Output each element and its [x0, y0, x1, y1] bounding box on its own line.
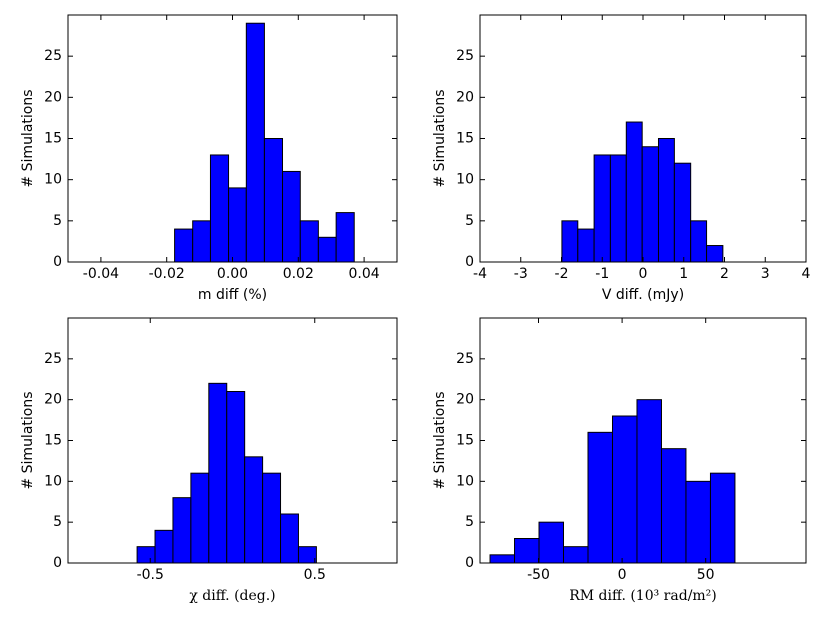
y-tick-label: 20 — [456, 89, 474, 105]
bar — [262, 472, 282, 564]
bar — [538, 521, 565, 564]
y-axis-label: # Simulations — [20, 391, 36, 489]
x-tick-label: 0.5 — [304, 567, 326, 583]
bar — [208, 382, 228, 564]
x-tick-label: -1 — [595, 266, 609, 282]
y-axis-label: # Simulations — [432, 391, 448, 489]
x-axis-label: V diff. (mJy) — [602, 287, 684, 303]
y-tick-label: 25 — [44, 48, 62, 64]
y-tick-label: 0 — [465, 555, 474, 571]
bar — [563, 546, 589, 564]
bar — [335, 212, 355, 263]
bar — [706, 245, 724, 263]
bar — [209, 154, 230, 263]
bar — [282, 170, 301, 263]
x-tick-label: 4 — [802, 266, 811, 282]
y-tick-label: 0 — [465, 254, 474, 270]
y-tick-label: 20 — [44, 392, 62, 408]
bar — [263, 138, 284, 263]
bar — [280, 513, 299, 564]
y-tick-label: 15 — [456, 433, 474, 449]
y-tick-label: 0 — [53, 555, 62, 571]
bar — [685, 480, 711, 564]
x-tick-label: -0.02 — [149, 266, 185, 282]
y-tick-label: 15 — [456, 131, 474, 147]
y-tick-label: 10 — [44, 473, 62, 489]
y-tick-label: 10 — [44, 172, 62, 188]
x-tick-label: -0.04 — [83, 266, 119, 282]
y-tick-label: 5 — [53, 514, 62, 530]
bar — [228, 187, 247, 263]
x-axis-label: χ diff. (deg.) — [189, 588, 275, 604]
x-tick-label: 0.02 — [283, 266, 314, 282]
bar — [561, 220, 579, 263]
x-axis-label: RM diff. (10³ rad/m²) — [569, 588, 717, 604]
x-tick-label: 0.00 — [217, 266, 248, 282]
x-tick-label: -3 — [514, 266, 528, 282]
bar — [190, 472, 210, 564]
bar — [609, 154, 627, 263]
x-tick-label: 1 — [679, 266, 688, 282]
x-tick-label: -0.5 — [137, 567, 164, 583]
bar — [673, 162, 692, 263]
x-axis-label: m diff (%) — [198, 287, 267, 303]
y-tick-label: 25 — [44, 351, 62, 367]
x-tick-label: 2 — [720, 266, 729, 282]
bar — [192, 220, 211, 263]
x-tick-label: 0.04 — [349, 266, 380, 282]
y-tick-label: 20 — [456, 392, 474, 408]
x-tick-label: 3 — [761, 266, 770, 282]
y-tick-label: 10 — [456, 473, 474, 489]
bar — [587, 431, 613, 564]
x-tick-label: -2 — [555, 266, 569, 282]
bar — [611, 415, 638, 564]
bar — [641, 146, 659, 263]
bar — [245, 22, 265, 263]
y-axis-label: # Simulations — [432, 89, 448, 187]
bar — [577, 228, 595, 263]
bar — [690, 220, 708, 263]
bar — [154, 529, 174, 564]
y-tick-label: 25 — [456, 351, 474, 367]
bar — [593, 154, 611, 263]
bar — [317, 236, 337, 263]
bar — [297, 546, 317, 564]
y-tick-label: 5 — [465, 213, 474, 229]
bar — [174, 228, 194, 263]
y-axis-label: # Simulations — [20, 89, 36, 187]
y-tick-label: 5 — [53, 213, 62, 229]
bar — [657, 138, 675, 263]
bar — [660, 448, 687, 564]
y-tick-label: 0 — [53, 254, 62, 270]
x-tick-label: 0 — [618, 567, 627, 583]
bar — [244, 456, 264, 564]
bar — [636, 399, 662, 564]
bar — [136, 546, 156, 564]
bar — [172, 497, 192, 564]
y-tick-label: 5 — [465, 514, 474, 530]
bar — [489, 554, 516, 564]
y-tick-label: 25 — [456, 48, 474, 64]
x-tick-label: -50 — [527, 567, 550, 583]
bar — [709, 472, 736, 564]
x-tick-label: -4 — [473, 266, 487, 282]
y-tick-label: 15 — [44, 131, 62, 147]
bar — [226, 391, 246, 564]
bar — [514, 538, 540, 564]
x-tick-label: 0 — [639, 266, 648, 282]
y-tick-label: 10 — [456, 172, 474, 188]
y-tick-label: 20 — [44, 89, 62, 105]
y-tick-label: 15 — [44, 433, 62, 449]
x-tick-label: 50 — [697, 567, 715, 583]
bar — [299, 220, 319, 263]
bar — [625, 121, 643, 263]
